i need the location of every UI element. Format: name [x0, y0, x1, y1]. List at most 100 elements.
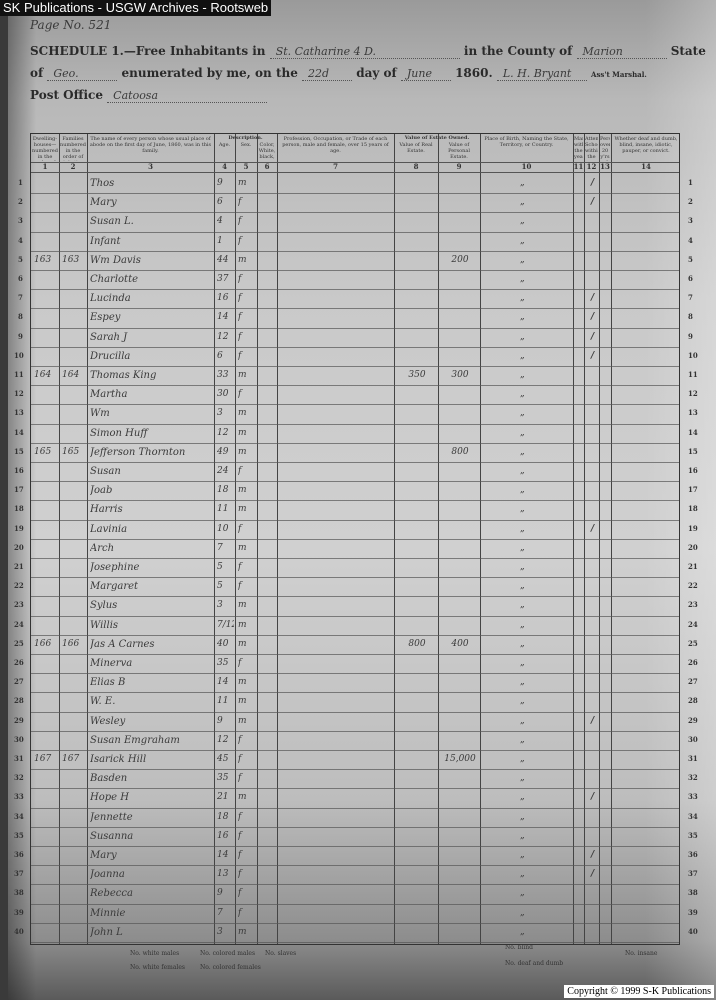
sex: m — [238, 408, 247, 419]
dwelling-number: 166 — [34, 638, 52, 649]
marshal-label: Ass't Marshal. — [591, 70, 647, 79]
header-bottom-line — [31, 172, 679, 173]
column-number-9: 9 — [456, 162, 462, 171]
row-number-left: 23 — [14, 600, 24, 610]
sex: f — [238, 350, 242, 361]
header-line-1: SCHEDULE 1.—Free Inhabitants in St. Cath… — [30, 44, 706, 59]
row-number-left: 36 — [14, 850, 24, 859]
person-name: Simon Huff — [90, 427, 148, 439]
row-number-left: 39 — [14, 907, 24, 917]
sex: m — [238, 178, 247, 188]
footer-insane: No. insane — [625, 950, 658, 957]
birthplace-ditto: „ — [520, 926, 525, 937]
row-number-left: 22 — [14, 581, 24, 591]
row-line — [31, 711, 679, 713]
row-number-left: 40 — [14, 926, 24, 936]
age: 40 — [217, 638, 229, 649]
age: 7 — [217, 907, 223, 918]
birthplace-ditto: „ — [520, 466, 525, 476]
row-number-left: 32 — [14, 773, 24, 783]
row-line — [31, 750, 679, 751]
person-name: W. E. — [90, 696, 116, 708]
person-name: Infant — [90, 235, 121, 247]
sex: m — [238, 715, 247, 726]
row-number-left: 8 — [18, 312, 23, 322]
row-number-left: 24 — [14, 619, 24, 629]
person-name: Susanna — [90, 830, 134, 842]
person-name: Lavinia — [90, 523, 128, 535]
sex: f — [238, 869, 242, 880]
sex: f — [238, 754, 242, 764]
sex: m — [238, 446, 247, 457]
personal-estate-value: 15,000 — [444, 754, 476, 764]
person-name: Sylus — [90, 600, 118, 612]
row-number-right: 19 — [688, 523, 698, 533]
footer-deaf: No. deaf and dumb — [505, 960, 564, 967]
person-name: Susan Emgraham — [90, 734, 180, 746]
row-line — [31, 423, 679, 425]
person-name: Harris — [90, 504, 123, 516]
age: 16 — [217, 293, 229, 304]
column-header-11: Married within the year. — [574, 136, 583, 160]
row-number-right: 39 — [688, 907, 698, 917]
school-mark: / — [590, 331, 595, 342]
school-mark: / — [590, 178, 595, 188]
row-number-left: 1 — [18, 178, 23, 187]
person-name: John L — [90, 926, 123, 938]
age: 12 — [217, 427, 229, 438]
personal-estate-value: 200 — [451, 254, 469, 265]
column-number-8: 8 — [413, 162, 419, 171]
row-number-right: 17 — [688, 485, 698, 495]
birthplace-ditto: „ — [520, 907, 525, 918]
row-line — [31, 250, 679, 252]
column-header-10: Place of Birth, Naming the State, Territ… — [484, 136, 569, 148]
age: 3 — [217, 926, 223, 937]
sex: f — [238, 312, 242, 323]
age: 11 — [217, 696, 229, 707]
row-number-right: 9 — [688, 331, 693, 341]
column-number-4: 4 — [222, 162, 227, 171]
row-number-left: 25 — [14, 638, 24, 648]
person-name: Wesley — [90, 715, 126, 727]
sex: m — [238, 504, 247, 515]
row-number-right: 37 — [688, 869, 698, 879]
description-group-header: Description. — [228, 135, 263, 141]
row-number-right: 16 — [688, 466, 698, 475]
row-line — [31, 596, 679, 598]
age: 45 — [217, 754, 229, 764]
row-line — [31, 270, 679, 271]
birthplace-ditto: „ — [520, 734, 525, 745]
person-name: Mary — [90, 197, 117, 209]
sex: m — [238, 254, 247, 265]
sex: f — [238, 658, 242, 668]
row-line — [31, 442, 679, 444]
person-name: Josephine — [90, 562, 140, 573]
marshal-value: L. H. Bryant — [496, 67, 587, 81]
row-line — [31, 922, 679, 924]
birthplace-ditto: „ — [520, 389, 525, 400]
sex: f — [238, 562, 242, 572]
row-number-right: 10 — [688, 350, 698, 360]
row-line — [31, 615, 679, 617]
column-header-1: Dwelling-houses—numbered in the order of… — [32, 136, 58, 161]
state-value: Geo. — [47, 67, 118, 81]
sex: m — [238, 792, 247, 803]
person-name: Jefferson Thornton — [90, 446, 186, 458]
row-line — [31, 884, 679, 886]
row-number-right: 4 — [688, 235, 693, 245]
school-mark: / — [590, 350, 595, 361]
family-number: 167 — [62, 754, 80, 764]
row-number-right: 34 — [688, 811, 698, 821]
birthplace-ditto: „ — [520, 485, 525, 496]
row-number-right: 5 — [688, 254, 693, 264]
birthplace-ditto: „ — [520, 427, 525, 438]
age: 35 — [217, 773, 229, 784]
age: 35 — [217, 658, 229, 668]
birthplace-ditto: „ — [520, 408, 525, 419]
age: 5 — [217, 581, 223, 592]
age: 14 — [217, 677, 229, 688]
birthplace-ditto: „ — [520, 869, 525, 880]
family-number: 166 — [62, 638, 80, 649]
row-line — [31, 519, 679, 521]
age: 49 — [217, 446, 229, 457]
